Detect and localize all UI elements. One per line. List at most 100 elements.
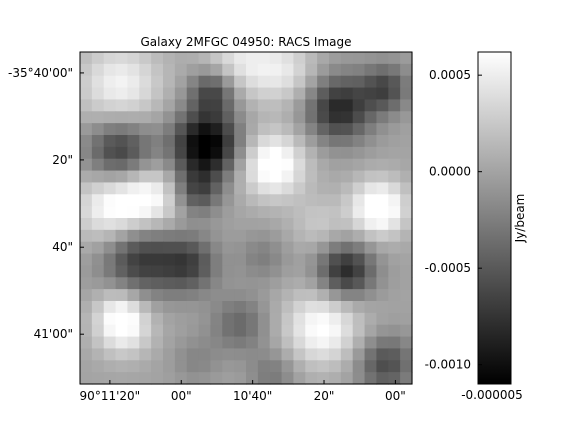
heatmap-cell: [293, 277, 306, 290]
heatmap-cell: [364, 265, 378, 278]
heatmap-cell: [222, 229, 235, 243]
heatmap-cell: [352, 312, 366, 326]
heatmap-cell: [376, 170, 389, 184]
heatmap-cell: [198, 146, 212, 160]
heatmap-cell: [293, 99, 306, 112]
heatmap-cell: [364, 158, 378, 172]
heatmap-cell: [127, 312, 140, 326]
heatmap-cell: [269, 324, 283, 338]
heatmap-cell: [174, 111, 188, 124]
heatmap-cell: [198, 360, 212, 373]
heatmap-cell: [198, 52, 212, 65]
heatmap-cell: [281, 277, 295, 290]
heatmap-cell: [186, 312, 200, 326]
heatmap-cell: [317, 206, 330, 219]
heatmap-cell: [376, 158, 389, 172]
heatmap-cell: [293, 336, 306, 350]
heatmap-cell: [246, 170, 259, 184]
heatmap-cell: [269, 372, 283, 385]
heatmap-cell: [80, 63, 93, 77]
heatmap-cell: [329, 253, 342, 267]
heatmap-cell: [317, 372, 330, 385]
heatmap-cell: [400, 87, 413, 101]
heatmap-cell: [91, 63, 105, 77]
heatmap-cell: [127, 111, 140, 124]
heatmap-cell: [376, 218, 389, 231]
heatmap-cell: [317, 158, 330, 172]
heatmap-cell: [269, 123, 283, 136]
heatmap-cell: [80, 277, 93, 290]
heatmap-cell: [234, 289, 247, 302]
heatmap-cell: [222, 277, 235, 290]
heatmap-cell: [198, 324, 212, 338]
heatmap-cell: [103, 99, 117, 112]
heatmap-cell: [198, 194, 212, 207]
heatmap-cell: [234, 372, 247, 385]
heatmap-cell: [115, 253, 129, 267]
heatmap-cell: [376, 87, 389, 101]
heatmap-cell: [186, 301, 200, 314]
heatmap-cell: [80, 312, 93, 326]
heatmap-cell: [222, 265, 235, 278]
heatmap-cell: [234, 52, 247, 65]
heatmap-cell: [246, 348, 259, 361]
heatmap-cell: [400, 360, 413, 373]
heatmap-cell: [127, 218, 140, 231]
heatmap-cell: [317, 324, 330, 338]
heatmap-cell: [115, 218, 129, 231]
heatmap-cell: [198, 111, 212, 124]
heatmap-cell: [246, 336, 259, 350]
heatmap-cell: [163, 52, 176, 65]
heatmap-cell: [198, 206, 212, 219]
heatmap-cell: [305, 158, 318, 172]
heatmap-cell: [246, 360, 259, 373]
heatmap-cell: [400, 312, 413, 326]
heatmap-cell: [115, 63, 129, 77]
heatmap-cell: [376, 336, 389, 350]
heatmap-cell: [281, 229, 295, 243]
heatmap-cell: [269, 253, 283, 267]
heatmap-cell: [139, 75, 152, 89]
heatmap-cell: [127, 135, 140, 148]
heatmap-cell: [400, 265, 413, 278]
heatmap-cell: [293, 229, 306, 243]
heatmap-cell: [80, 301, 93, 314]
heatmap-cell: [234, 218, 247, 231]
heatmap-cell: [352, 135, 366, 148]
heatmap-cell: [234, 348, 247, 361]
heatmap-cell: [210, 324, 223, 338]
heatmap-cell: [103, 123, 117, 136]
heatmap-cell: [91, 170, 105, 184]
heatmap-cell: [317, 87, 330, 101]
x-tick-label: 00": [385, 389, 406, 403]
heatmap-cell: [234, 229, 247, 243]
heatmap-cell: [151, 265, 164, 278]
heatmap-cell: [388, 206, 401, 219]
heatmap-cell: [91, 301, 105, 314]
heatmap-cell: [352, 158, 366, 172]
heatmap-cell: [352, 170, 366, 184]
heatmap-cell: [174, 360, 188, 373]
heatmap-cell: [388, 63, 401, 77]
heatmap-cell: [80, 182, 93, 195]
heatmap-cell: [151, 182, 164, 195]
heatmap-cell: [257, 182, 271, 195]
heatmap-cell: [186, 229, 200, 243]
heatmap-cell: [234, 158, 247, 172]
heatmap-cell: [400, 158, 413, 172]
heatmap-cell: [269, 87, 283, 101]
heatmap-cell: [329, 289, 342, 302]
heatmap-cell: [257, 372, 271, 385]
heatmap-cell: [281, 360, 295, 373]
heatmap-cell: [234, 87, 247, 101]
heatmap-cell: [329, 277, 342, 290]
heatmap-cell: [269, 277, 283, 290]
heatmap-cell: [257, 277, 271, 290]
heatmap-cell: [305, 348, 318, 361]
heatmap-cell: [174, 170, 188, 184]
heatmap-cell: [174, 372, 188, 385]
heatmap-cell: [103, 301, 117, 314]
heatmap-cell: [91, 218, 105, 231]
heatmap-cell: [293, 87, 306, 101]
y-axis: -35°40'00" 20" 40" 41'00": [8, 66, 84, 341]
